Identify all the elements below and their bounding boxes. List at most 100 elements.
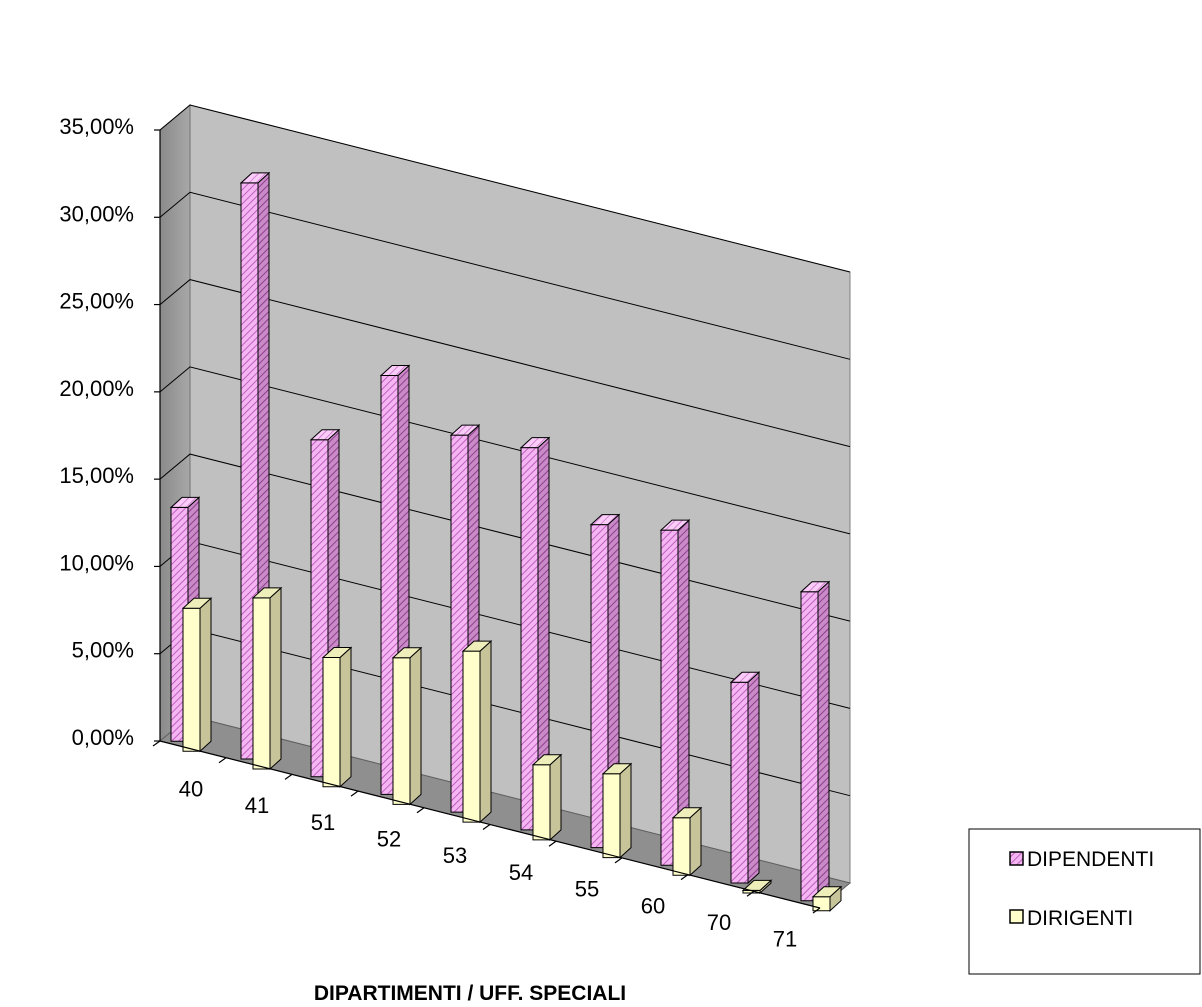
bar-dipendenti-71 [799,580,831,902]
bar-side [817,580,830,902]
bar-top [169,496,201,508]
y-tick-label: 35,00% [59,114,134,139]
bar-top [799,581,831,593]
y-tick-label: 25,00% [59,289,134,314]
bar-front [800,591,819,902]
bar-top [531,754,563,766]
legend-swatch-dirigenti [1009,909,1024,924]
legend-label-dirigenti: DIRIGENTI [1027,907,1133,930]
gridline [159,104,851,273]
bar-side [479,639,492,824]
x-tick-label: 51 [311,810,335,835]
bar-front [602,773,621,859]
bar-side [689,806,702,877]
bars [169,171,843,912]
bar-front [182,607,201,752]
bar-dirigenti-70 [741,879,773,895]
x-tick-mark [350,790,359,797]
bar-top [671,807,703,819]
x-tick-mark [680,874,689,881]
gridline [159,191,851,360]
legend-box [968,828,1201,975]
bar-top [741,879,773,891]
y-tick-label: 10,00% [59,550,134,575]
bar-side [549,753,562,842]
bar-dirigenti-52 [391,646,423,806]
legend-label-dipendenti: DIPENDENTI [1027,848,1154,871]
bar-front [392,657,411,805]
y-axis: 0,00% 5,00% 10,00% 15,00% 20,00% 25,00% 30,00%… [59,114,161,750]
x-tick-mark [284,773,293,780]
bar-front [462,650,481,823]
x-tick-label: 60 [641,893,665,918]
x-tick-mark [152,740,161,747]
x-tick-mark [482,824,491,830]
x-axis: 40 41 51 52 53 54 55 60 70 71 [152,740,821,952]
x-tick-mark [614,857,623,864]
y-tick-label: 15,00% [59,463,134,488]
bar-side [409,646,422,806]
bar-top [379,365,411,376]
bar-top [321,647,353,658]
bar-top [239,172,271,184]
y-tick-label: 5,00% [72,638,134,663]
x-tick-label: 53 [443,843,467,868]
gridline [159,366,851,535]
x-tick-label: 71 [773,927,797,952]
gridline [159,279,851,448]
bar-top [601,763,633,775]
legend-swatch-dipendenti [1009,851,1024,866]
bar-dipendenti-60 [659,518,691,867]
bar-dirigenti-51 [321,646,353,788]
x-tick-label: 55 [575,877,599,902]
x-tick-mark [218,757,227,764]
bar-top [461,640,493,652]
bar-dirigenti-60 [671,806,703,877]
bar-side [619,762,632,859]
bar-top [309,429,341,441]
bar-dirigenti-40 [181,597,213,753]
x-tick-label: 41 [245,793,269,818]
bar-front [672,817,691,876]
x-tick-label: 40 [179,776,203,801]
bar-side [339,646,352,788]
bar-dipendenti-70 [729,671,761,885]
bar-top [449,424,481,436]
bar-top [519,437,551,449]
bar-front [322,657,341,788]
bar-top [729,671,761,683]
x-tick-mark [746,890,755,897]
bar-side [199,597,212,753]
bar-dirigenti-53 [461,639,493,824]
bar-top [251,587,283,599]
bar-dipendenti-54 [519,436,551,832]
bar-front [730,681,749,884]
bar-top [659,519,691,531]
bar-top [811,886,843,898]
x-tick-label: 52 [377,826,401,851]
x-axis-title: DIPARTIMENTI / UFF. SPECIALI [314,982,626,1005]
x-tick-mark [548,840,557,847]
x-tick-mark [416,807,425,814]
y-tick-label: 0,00% [72,725,134,750]
bar-front [252,597,271,770]
bar-top [589,514,621,526]
gridlines [159,104,851,797]
bar-dirigenti-54 [531,753,563,842]
x-tick-label: 54 [509,860,533,885]
y-tick-label: 20,00% [59,376,134,401]
bar-top [391,647,423,659]
bar-top [181,597,213,609]
bar-dirigenti-55 [601,762,633,859]
x-tick-label: 70 [707,910,731,935]
bar-front [532,764,551,841]
bar-dirigenti-41 [251,586,283,771]
x-tick-mark [812,907,821,914]
legend: DIPENDENTI DIRIGENTI [968,828,1201,975]
y-tick-label: 30,00% [59,201,134,226]
bar-side [269,586,282,771]
bar-side [747,671,760,885]
gridline [159,453,851,622]
bar-front [812,896,831,912]
